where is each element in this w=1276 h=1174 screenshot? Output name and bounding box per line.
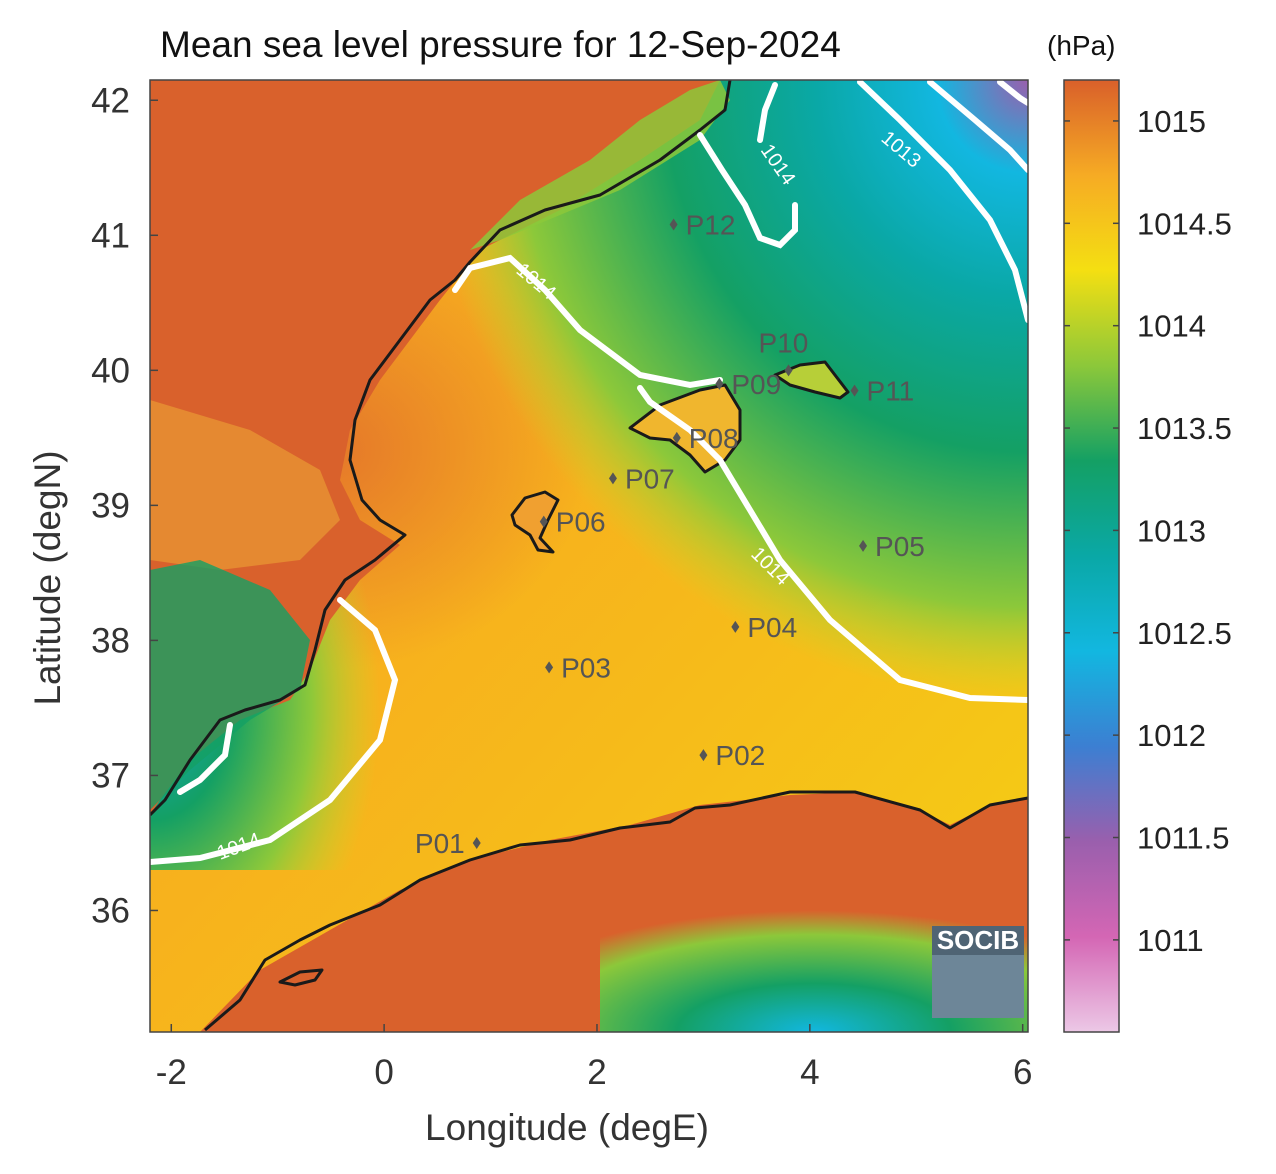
socib-logo-text: SOCIB [937,925,1019,955]
socib-logo: SOCIB [932,925,1024,1018]
point-markers: P01 P02 P03 P04 P05 P06 P07 P08 P09 P10 P11 P12 [415,209,925,858]
colorbar-tick-label: 1011 [1137,923,1204,958]
point-marker [539,515,548,528]
point-label: P08 [689,423,739,454]
x-axis-label: Longitude (degE) [425,1107,709,1148]
x-tick-label: 4 [800,1053,819,1092]
mallorca-coastline [628,383,742,474]
coastline [150,80,1028,1032]
point-marker [731,620,740,633]
isobar-1014-alboran-small [177,722,233,795]
isobar-1012-5 [927,80,1028,173]
y-tick-label: 42 [91,81,130,120]
point-label: P09 [731,369,781,400]
point-marker [669,218,678,231]
colorbar-tick-label: 1012.5 [1137,616,1232,651]
y-axis-ticks: 36 37 38 39 40 41 42 [91,81,158,930]
point-marker [472,836,481,849]
colorbar-unit-label: (hPa) [1047,30,1116,61]
map-title: Mean sea level pressure for 12-Sep-2024 [160,24,841,65]
y-tick-label: 40 [91,351,130,390]
isobar-1014-north [452,254,1028,703]
point-marker [672,431,681,444]
y-tick-label: 41 [91,216,130,255]
y-tick-label: 39 [91,486,130,525]
point-marker [608,472,617,485]
point-label: P10 [759,327,809,358]
isobar-1013 [857,80,1028,323]
y-axis-label: Latitude (degN) [27,450,68,705]
y-tick-label: 38 [91,621,130,660]
iberia-coastline [150,80,732,817]
catalonia-coastal-green [470,80,730,250]
point-label: P03 [561,652,611,683]
x-tick-label: 6 [1013,1053,1032,1092]
point-marker [545,661,554,674]
x-axis-ticks: -2 0 2 4 6 [156,1024,1032,1092]
x-tick-label: 0 [374,1053,393,1092]
point-marker [859,539,868,552]
point-label: P12 [686,209,736,240]
point-label: P02 [715,740,765,771]
y-tick-label: 37 [91,756,130,795]
point-label: P11 [867,376,915,407]
point-label: P06 [556,507,606,538]
point-label: P04 [747,612,797,643]
africa-coastline [204,790,1028,1032]
colorbar-tick-label: 1013 [1137,513,1206,548]
menorca-coastline [773,360,850,400]
colorbar-tick-label: 1015 [1137,104,1206,139]
ibiza-coastline [510,490,560,554]
colorbar-tick-label: 1014 [1137,309,1206,344]
colorbar-tick-label: 1012 [1137,718,1206,753]
southeast-iberia-field [150,560,310,810]
socib-logo-wave [932,955,1024,1018]
colorbar-tick-label: 1013.5 [1137,411,1232,446]
ibiza-land [512,492,558,552]
isobars [150,80,1028,865]
x-tick-label: 2 [587,1053,606,1092]
colorbar-ticks: 1011 1011.5 1012 1012.5 1013 1013.5 1014 1014.5… [1064,104,1232,958]
valencia-interior-field [150,400,340,570]
map-field: 1014 1014 1014 1014 1013 SOCIB P01P02P03… [150,80,1028,1032]
plot-frame [149,79,1029,1033]
isobar-1012 [997,80,1028,106]
menorca-land [775,362,848,398]
alboran-island-coastline [278,968,324,987]
isobar-1014-southwest [150,597,399,865]
y-tick-label: 36 [91,891,130,930]
x-tick-label: -2 [156,1053,187,1092]
point-label: P07 [625,463,675,494]
colorbar-tick-label: 1011.5 [1137,821,1230,856]
point-marker [850,384,859,397]
point-label: P01 [415,828,465,859]
point-marker [699,749,708,762]
point-label: P05 [875,531,925,562]
point-marker [715,377,724,390]
point-marker [784,364,793,377]
colorbar [1063,79,1120,1033]
isobar-1014-balears-north [697,82,798,249]
colorbar-tick-label: 1014.5 [1137,206,1232,241]
